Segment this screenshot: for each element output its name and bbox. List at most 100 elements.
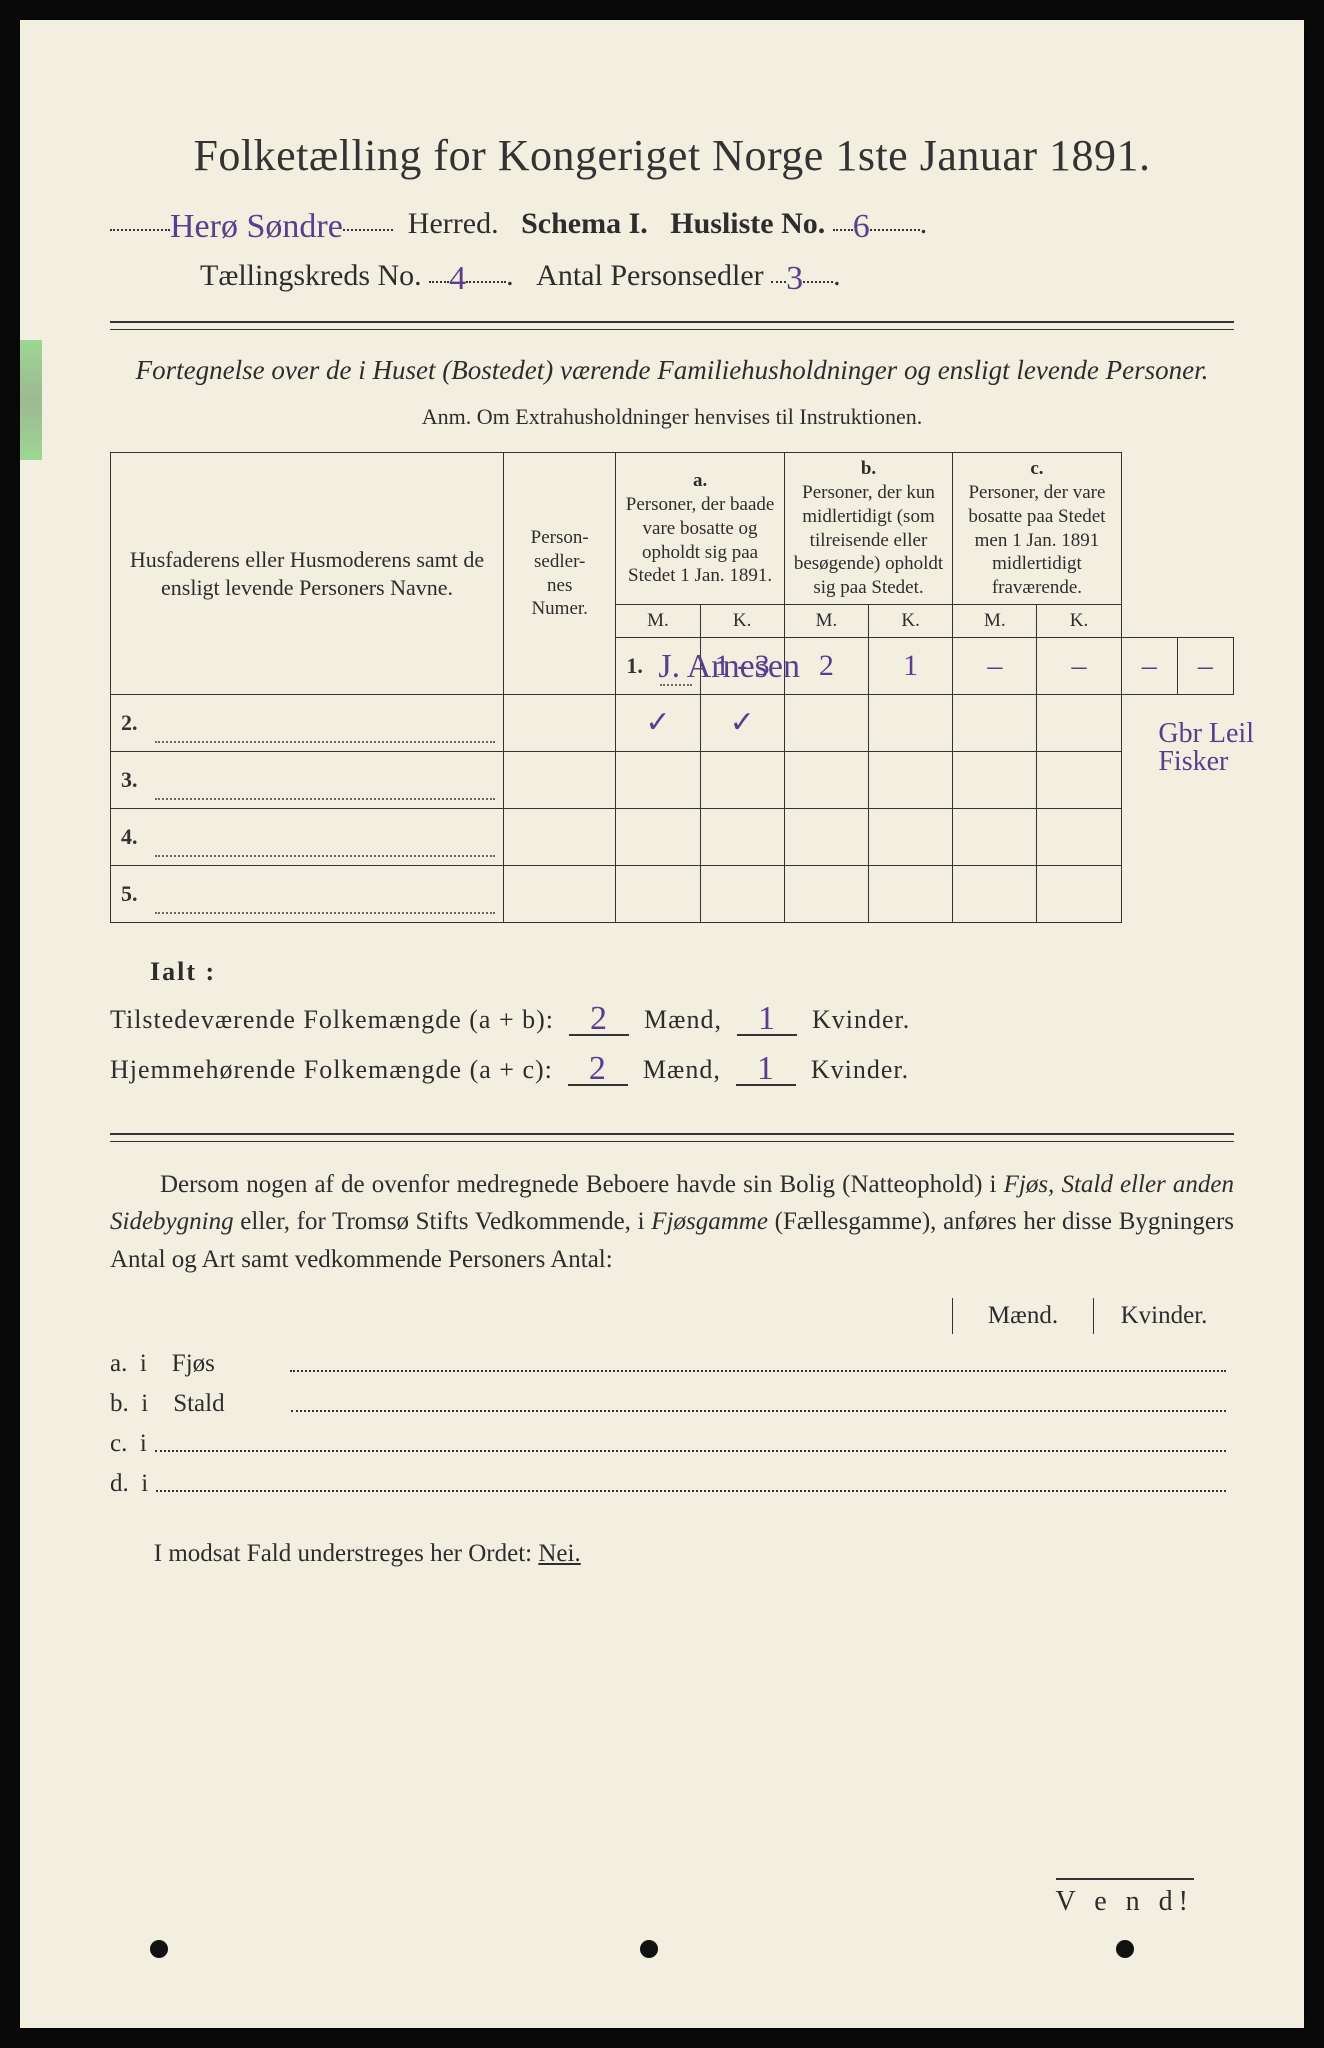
subtitle: Fortegnelse over de i Huset (Bostedet) v…: [110, 352, 1234, 388]
scan-artifact: [20, 340, 42, 460]
schema-label: Schema I.: [521, 207, 648, 240]
row-b-m: [784, 694, 868, 751]
maend-label: Mænd,: [644, 1005, 722, 1034]
nei-line: I modsat Fald understreges her Ordet: Ne…: [110, 1540, 1234, 1568]
mk-header: Mænd. Kvinder.: [110, 1298, 1234, 1334]
row-a-k: 1: [869, 637, 953, 694]
col-c-m: M.: [953, 604, 1037, 637]
nei-word: Nei.: [538, 1540, 580, 1567]
herred-value: Herø Søndre: [170, 217, 343, 237]
totals-line-2: Hjemmehørende Folkemængde (a + c): 2 Mæn…: [110, 1055, 1234, 1087]
table-header-row: Husfaderens eller Husmoderens samt de en…: [111, 453, 1234, 605]
group-c-letter: c.: [1030, 458, 1043, 479]
group-b-letter: b.: [861, 458, 876, 479]
row-num: [504, 694, 616, 751]
household-table: Husfaderens eller Husmoderens samt de en…: [110, 452, 1234, 922]
col-b-m: M.: [784, 604, 868, 637]
totals-l1-label: Tilstedeværende Folkemængde (a + b):: [110, 1005, 554, 1034]
herred-label: Herred.: [408, 207, 499, 240]
bline-pre: d. i: [110, 1470, 148, 1498]
divider: [110, 329, 1234, 330]
col-num-header: Person- sedler- nes Numer.: [504, 453, 616, 694]
annotation: Anm. Om Extrahusholdninger henvises til …: [110, 404, 1234, 430]
personsedler-value: 3: [786, 269, 803, 289]
row-name: 2.: [111, 694, 504, 751]
vend-label: V e n d!: [1056, 1878, 1194, 1918]
totals-l2-m: 2: [589, 1059, 607, 1079]
group-a-text: Personer, der baade vare bosatte og opho…: [626, 494, 775, 586]
margin-note-1: Gbr Leil: [1158, 720, 1254, 748]
row-number: 5.: [121, 880, 147, 908]
divider: [110, 321, 1234, 323]
bline-pre: c. i: [110, 1430, 147, 1458]
table-row: 2. ✓ ✓: [111, 694, 1234, 751]
para-mid1: eller, for Tromsø Stifts Vedkommende, i: [240, 1208, 651, 1235]
group-a-header: a. Personer, der baade vare bosatte og o…: [616, 453, 784, 605]
row-c-m: –: [1121, 637, 1177, 694]
kreds-value: 4: [449, 269, 466, 289]
row-name: 4.: [111, 808, 504, 865]
divider: [110, 1141, 1234, 1142]
row-name: 5.: [111, 865, 504, 922]
row-c-k: –: [1177, 637, 1233, 694]
row-number: 4.: [121, 823, 147, 851]
row-name: 3.: [111, 751, 504, 808]
row-b-k: [869, 694, 953, 751]
col-a-m: M.: [616, 604, 700, 637]
totals-l2-k: 1: [757, 1059, 775, 1079]
table-row: 3.: [111, 751, 1234, 808]
kvinder-label: Kvinder.: [812, 1005, 910, 1034]
group-c-text: Personer, der vare bosatte paa Stedet me…: [968, 482, 1105, 598]
totals-line-1: Tilstedeværende Folkemængde (a + b): 2 M…: [110, 1005, 1234, 1037]
maend-label: Mænd,: [643, 1055, 721, 1084]
bline-c: c. i: [110, 1424, 1234, 1464]
bline-pre: a. i: [110, 1350, 147, 1378]
col-a-k: K.: [700, 604, 784, 637]
kvinder-label: Kvinder.: [811, 1055, 909, 1084]
bline-label: Stald: [173, 1390, 283, 1418]
bline-b: b. i Stald: [110, 1384, 1234, 1424]
margin-note-2: Fisker: [1158, 748, 1254, 776]
group-a-letter: a.: [693, 470, 707, 491]
col-c-k: K.: [1037, 604, 1121, 637]
mk-m: Mænd.: [952, 1298, 1093, 1334]
bline-label: Fjøs: [172, 1350, 282, 1378]
punch-hole-icon: [150, 1940, 168, 1958]
mk-k: Kvinder.: [1093, 1298, 1234, 1334]
row-b-k: –: [1037, 637, 1121, 694]
personsedler-label: Antal Personsedler: [536, 259, 763, 292]
table-row: 5.: [111, 865, 1234, 922]
document-page: Folketælling for Kongeriget Norge 1ste J…: [20, 20, 1304, 2028]
row-a-m: ✓: [616, 694, 700, 751]
bline-d: d. i: [110, 1464, 1234, 1504]
header-line-2: Tællingskreds No. 4. Antal Personsedler …: [110, 259, 1234, 293]
para-it2: Fjøsgamme: [651, 1208, 768, 1235]
bline-a: a. i Fjøs: [110, 1344, 1234, 1384]
table-row: 4.: [111, 808, 1234, 865]
totals-l2-label: Hjemmehørende Folkemængde (a + c):: [110, 1055, 553, 1084]
row-c-m: [953, 694, 1037, 751]
group-c-header: c. Personer, der vare bosatte paa Stedet…: [953, 453, 1121, 605]
content-area: Folketælling for Kongeriget Norge 1ste J…: [110, 130, 1234, 1568]
row-c-k: [1037, 694, 1121, 751]
row-number: 3.: [121, 766, 147, 794]
totals-l1-m: 2: [590, 1009, 608, 1029]
group-b-header: b. Personer, der kun midlertidigt (som t…: [784, 453, 952, 605]
ialt-label: Ialt :: [150, 957, 250, 987]
col-b-k: K.: [869, 604, 953, 637]
page-title: Folketælling for Kongeriget Norge 1ste J…: [110, 130, 1234, 181]
row-b-m: –: [953, 637, 1037, 694]
totals-l1-k: 1: [758, 1009, 776, 1029]
header-line-1: Herø Søndre Herred. Schema I. Husliste N…: [110, 207, 1234, 241]
nei-pre: I modsat Fald understreges her Ordet:: [154, 1540, 539, 1567]
row-name: 1. J. Arnesen: [616, 637, 700, 694]
bline-pre: b. i: [110, 1390, 148, 1418]
totals-block: Ialt :: [110, 957, 1234, 987]
group-b-text: Personer, der kun midlertidigt (som tilr…: [794, 482, 943, 598]
kreds-label: Tællingskreds No.: [200, 259, 422, 292]
punch-hole-icon: [640, 1940, 658, 1958]
husliste-value: 6: [853, 217, 870, 237]
building-lines: a. i Fjøs b. i Stald c. i d. i: [110, 1344, 1234, 1504]
margin-note: Gbr Leil Fisker: [1158, 720, 1254, 776]
divider: [110, 1133, 1234, 1135]
